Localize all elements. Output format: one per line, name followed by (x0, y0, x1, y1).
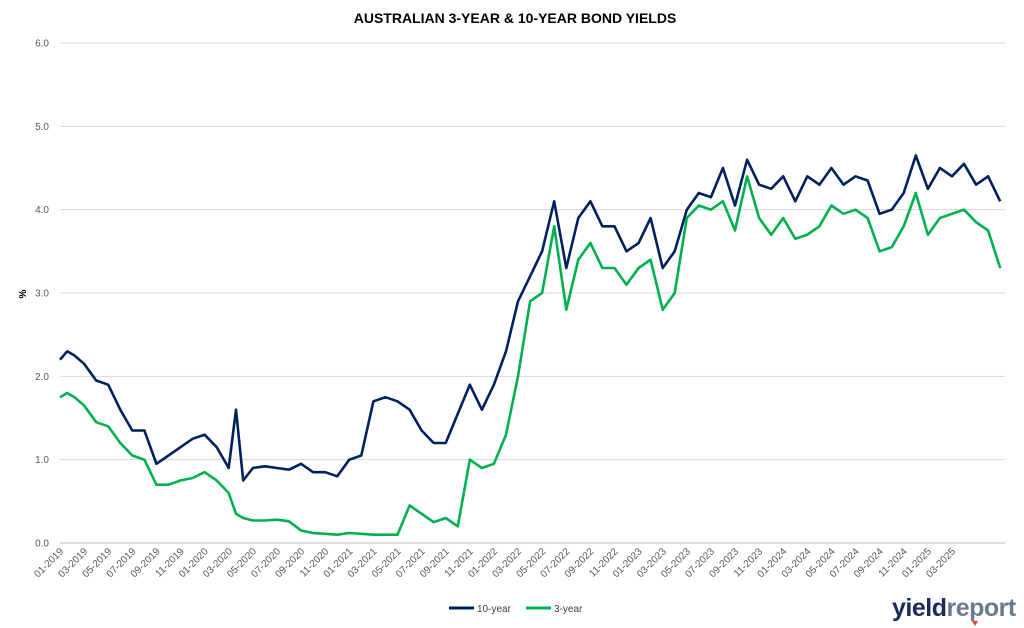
x-axis-ticks: 01-201903-201905-201907-201909-201911-20… (32, 546, 958, 580)
y-tick-label: 0.0 (35, 539, 49, 550)
series-lines (59, 154, 1002, 537)
y-tick-label: 6.0 (35, 39, 49, 50)
logo-text-yield: yield (892, 594, 947, 622)
series-line-3-year (59, 175, 1002, 537)
series-line-10-year (59, 154, 1002, 482)
legend-label-3-year: 3-year (554, 604, 583, 615)
chart-title: AUSTRALIAN 3-YEAR & 10-YEAR BOND YIELDS (354, 10, 677, 26)
y-tick-label: 4.0 (35, 205, 49, 216)
logo-text-report: report (946, 594, 1016, 622)
grid (60, 42, 1005, 544)
y-tick-label: 1.0 (35, 455, 49, 466)
y-axis-label: % (18, 289, 29, 298)
y-tick-label: 2.0 (35, 372, 49, 383)
yieldreport-logo: yieldreport (892, 593, 1016, 623)
logo-tick-icon (972, 621, 978, 626)
y-tick-label: 3.0 (35, 289, 49, 300)
legend: 10-year 3-year (449, 604, 583, 615)
legend-label-10-year: 10-year (477, 604, 512, 615)
y-tick-label: 5.0 (35, 122, 49, 133)
y-axis-ticks: 0.0 1.0 2.0 3.0 4.0 5.0 6.0 (35, 39, 49, 550)
